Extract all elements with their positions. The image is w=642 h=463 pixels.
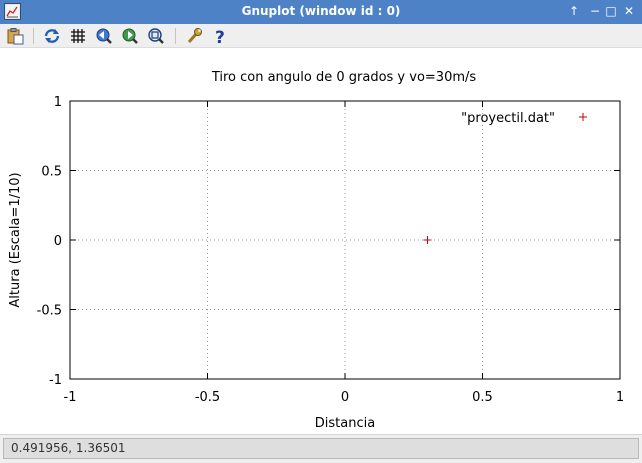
legend-marker [579,113,587,121]
axis-ticks [69,100,621,380]
y-axis-label: Altura (Escala=1/10) [8,172,23,307]
previous-zoom-button[interactable] [94,27,114,45]
chart[interactable]: Tiro con angulo de 0 grados y vo=30m/s -… [0,48,642,434]
legend[interactable]: "proyectil.dat" [461,111,587,126]
y-tick-labels: -1 -0.5 0 0.5 1 [37,95,62,388]
x-axis-label: Distancia [315,416,375,431]
x-tick-labels: -1 -0.5 0 0.5 1 [64,390,625,405]
grid-lines [70,101,620,379]
status-bar: 0.491956, 1.36501 [0,434,642,463]
x-tick-label: -0.5 [195,390,220,405]
autoscale-icon [148,28,164,44]
clipboard-icon [7,28,24,45]
help-button[interactable]: ? [210,27,230,48]
y-tick-label: -1 [49,373,62,388]
zoom-forward-icon [122,28,138,44]
legend-plus-marker [579,113,587,121]
window-title: Gnuplot (window id : 0) [241,4,401,18]
y-tick-label: 0.5 [41,165,62,180]
zoom-back-icon [96,28,112,44]
help-icon: ? [215,28,225,48]
legend-label: "proyectil.dat" [461,111,555,126]
y-tick-label: 0 [54,234,62,249]
toolbar: ? [0,24,642,48]
title-bar[interactable]: Gnuplot (window id : 0) ↑ − □ ✕ [0,0,642,24]
x-tick-label: 0 [341,390,349,405]
svg-text:?: ? [215,28,225,45]
close-button[interactable]: ✕ [623,4,635,18]
x-tick-label: 1 [616,390,624,405]
plot-area[interactable]: Tiro con angulo de 0 grados y vo=30m/s -… [0,48,642,434]
data-points [423,236,432,244]
mouse-coordinates: 0.491956, 1.36501 [3,438,639,459]
replot-icon [44,29,60,43]
next-zoom-button[interactable] [120,27,140,45]
wrench-icon [187,28,202,43]
x-tick-label: -1 [64,390,77,405]
data-point [423,236,432,244]
settings-button[interactable] [184,27,204,45]
maximize-button[interactable]: □ [605,4,617,18]
y-tick-label: 1 [54,95,62,110]
replot-button[interactable] [42,27,62,45]
grid-toggle-button[interactable] [68,27,88,45]
keep-above-button[interactable]: ↑ [568,4,580,18]
grid-icon [71,29,85,43]
copy-to-clipboard-button[interactable] [5,27,25,45]
y-tick-label: -0.5 [37,304,62,319]
chart-title: Tiro con angulo de 0 grados y vo=30m/s [211,70,477,85]
minimize-button[interactable]: − [589,4,601,18]
autoscale-button[interactable] [146,27,166,45]
toolbar-separator [33,28,34,44]
x-tick-label: 0.5 [472,390,493,405]
toolbar-separator [175,28,176,44]
gnuplot-app-icon[interactable] [4,3,21,20]
